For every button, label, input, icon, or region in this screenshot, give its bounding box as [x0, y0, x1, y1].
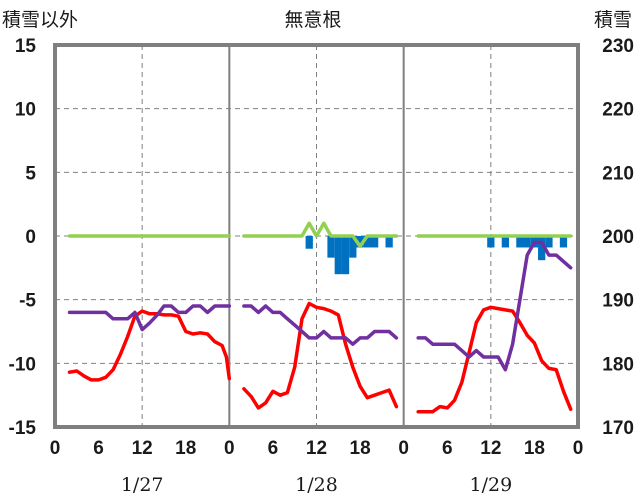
- x-tick-label: 12: [306, 438, 327, 459]
- left-tick-label: 5: [25, 163, 36, 184]
- x-tick-label: 12: [132, 438, 153, 459]
- plot-frame: [53, 43, 580, 429]
- right-tick-label: 230: [602, 36, 634, 57]
- x-tick-label: 6: [442, 438, 453, 459]
- series-line-2: [242, 221, 399, 248]
- bar: [538, 236, 546, 261]
- x-tick-label: 0: [224, 438, 235, 459]
- x-tick-label: 0: [573, 438, 584, 459]
- x-tick-label: 0: [50, 438, 61, 459]
- right-tick-label: 210: [602, 163, 634, 184]
- x-tick-label: 0: [398, 438, 409, 459]
- x-tick-label: 6: [93, 438, 104, 459]
- bar: [487, 236, 495, 248]
- bar: [334, 236, 342, 275]
- left-axis-label: 積雪以外: [2, 9, 78, 31]
- left-tick-label: 0: [25, 227, 36, 248]
- bar: [523, 236, 531, 248]
- left-tick-label: 15: [15, 36, 37, 57]
- left-tick-label: -15: [9, 418, 37, 439]
- right-axis-label: 積雪: [594, 9, 632, 31]
- bar: [545, 236, 553, 248]
- series-line-1: [416, 240, 573, 372]
- x-tick-label: 6: [268, 438, 279, 459]
- series-line-0: [416, 305, 573, 414]
- bar: [516, 236, 524, 248]
- left-tick-label: 10: [15, 100, 36, 121]
- line-series: [67, 221, 573, 414]
- bar: [327, 236, 335, 258]
- left-tick-label: -10: [9, 354, 36, 375]
- bar: [305, 236, 313, 249]
- bar: [559, 236, 568, 248]
- x-tick-label: 18: [524, 438, 545, 459]
- x-tick-label: 18: [350, 438, 371, 459]
- day-label: 1/29: [469, 474, 512, 496]
- bar: [501, 236, 509, 248]
- series-line-0: [67, 309, 232, 382]
- bar: [385, 236, 393, 248]
- x-tick-label: 12: [480, 438, 501, 459]
- series-line-1: [242, 304, 399, 346]
- right-tick-label: 180: [602, 354, 634, 375]
- blue-bar-series: [305, 236, 568, 275]
- day-label: 1/27: [121, 474, 164, 496]
- right-tick-label: 220: [602, 100, 634, 121]
- right-tick-label: 200: [602, 227, 634, 248]
- bar: [370, 236, 379, 248]
- series-line-1: [67, 304, 232, 332]
- left-tick-label: -5: [19, 291, 36, 312]
- chart-title: 無意根: [284, 9, 341, 31]
- right-tick-label: 190: [602, 291, 634, 312]
- bar: [356, 236, 364, 248]
- day-label: 1/28: [295, 474, 338, 496]
- right-tick-label: 170: [602, 418, 634, 439]
- bar: [349, 236, 357, 258]
- x-tick-label: 18: [175, 438, 196, 459]
- bar: [341, 236, 350, 275]
- bar: [363, 236, 371, 248]
- series-line-0: [242, 301, 399, 410]
